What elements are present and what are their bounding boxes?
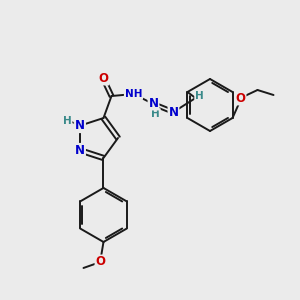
Text: O: O bbox=[236, 92, 245, 104]
Text: N: N bbox=[169, 106, 178, 118]
Text: N: N bbox=[75, 144, 85, 157]
Text: N: N bbox=[148, 97, 158, 110]
Text: O: O bbox=[98, 71, 109, 85]
Text: H: H bbox=[151, 109, 160, 119]
Text: H: H bbox=[63, 116, 71, 126]
Text: NH: NH bbox=[125, 89, 142, 99]
Text: N: N bbox=[75, 119, 85, 132]
Text: O: O bbox=[95, 256, 106, 268]
Text: H: H bbox=[195, 91, 204, 101]
